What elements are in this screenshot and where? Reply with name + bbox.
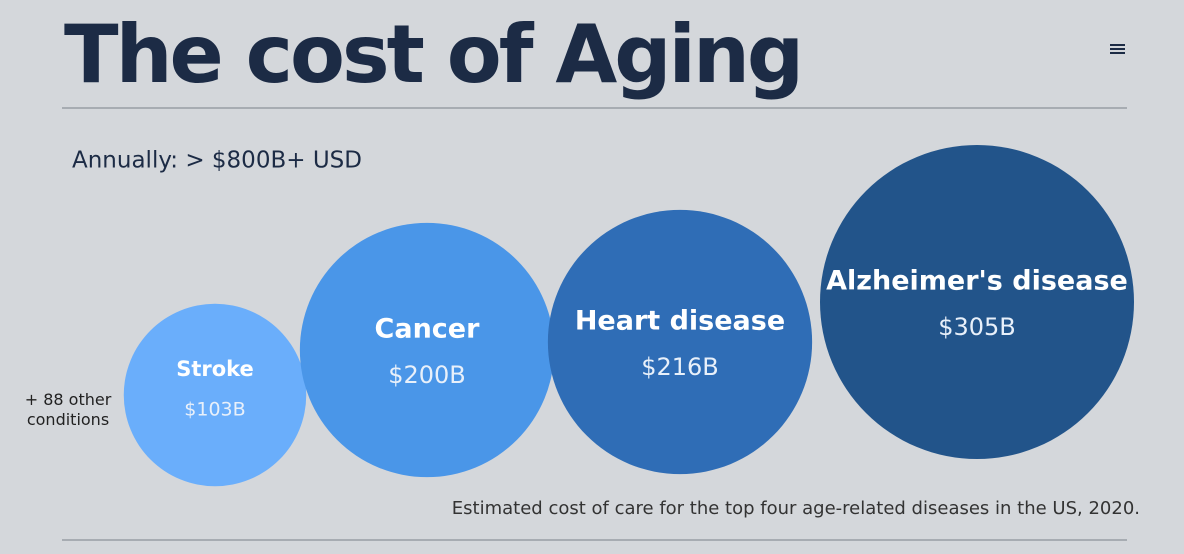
value-label: $103B — [184, 399, 245, 421]
menu-icon[interactable] — [1110, 44, 1125, 54]
bubble — [547, 209, 813, 475]
chart-title: The cost of Aging — [64, 8, 801, 101]
bubble — [123, 303, 307, 487]
subtitle: Annually: > $800B+ USD — [72, 148, 362, 174]
bubble-label: Heart disease — [575, 306, 785, 337]
bubble-label: Alzheimer's disease — [826, 266, 1128, 297]
bubble — [820, 145, 1134, 459]
bubble — [299, 222, 555, 478]
caption: Estimated cost of care for the top four … — [452, 498, 1140, 519]
bubble-label: Stroke — [176, 357, 254, 381]
bubble-label: Cancer — [375, 314, 481, 345]
value-label: $216B — [641, 353, 719, 381]
note: + 88 other conditions — [24, 390, 112, 429]
value-label: $200B — [388, 361, 466, 389]
value-label: $305B — [938, 313, 1016, 341]
